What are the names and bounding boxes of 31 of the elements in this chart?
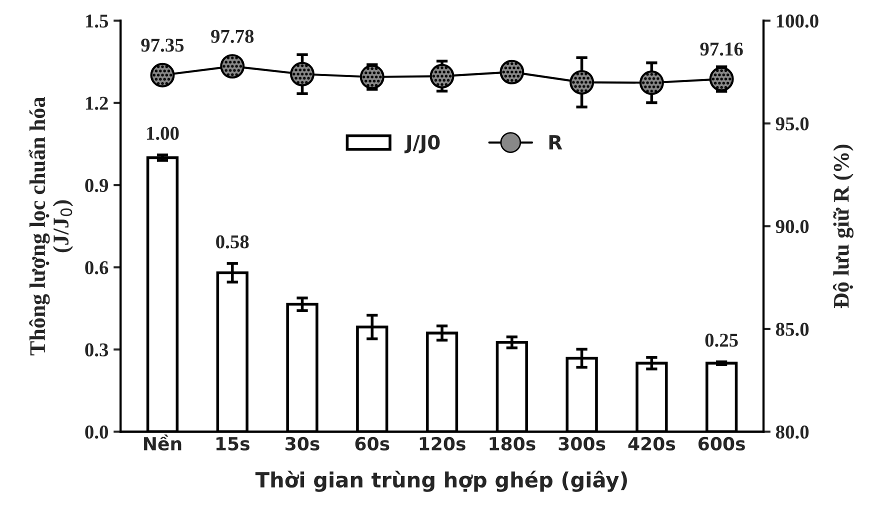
- legend-label: R: [549, 135, 562, 150]
- y-tick-label: 0.6: [85, 261, 108, 274]
- y2-tick-label: 95.0: [776, 117, 809, 130]
- y2-axis-title: Độ lưu giữ R (%): [832, 144, 854, 308]
- data-label: 97.78: [211, 30, 254, 43]
- x-axis-title: Thời gian trùng hợp ghép (giây): [255, 470, 627, 492]
- data-label: 0.58: [216, 235, 249, 248]
- y-axis-title: Thông lượng lọc chuẩn hóa (J/J$_{0}$): [28, 96, 74, 356]
- x-tick-label: 30s: [286, 436, 320, 451]
- y-tick-label: 0.3: [85, 343, 108, 357]
- y2-tick-label: 85.0: [776, 322, 809, 336]
- x-tick-label: 420s: [628, 436, 676, 451]
- y2-tick-label: 90.0: [776, 220, 809, 234]
- x-tick-label: 15s: [216, 437, 250, 451]
- x-tick-label: 300s: [558, 436, 606, 451]
- data-label: 97.16: [700, 42, 743, 56]
- legend-label: J/J0: [404, 134, 440, 154]
- data-label: 0.25: [705, 334, 738, 347]
- y-tick-label: 0.9: [85, 178, 108, 192]
- x-tick-label: 120s: [420, 436, 466, 451]
- x-tick-label: Nền: [144, 434, 182, 451]
- x-tick-label: 60s: [355, 436, 390, 451]
- x-tick-label: 180s: [490, 436, 536, 451]
- data-label: 1.00: [147, 126, 179, 140]
- y2-tick-label: 100.0: [776, 14, 818, 28]
- y2-tick-label: 80.0: [776, 426, 809, 439]
- y-tick-label: 1.2: [86, 96, 108, 110]
- y-tick-label: 0.0: [85, 426, 108, 439]
- x-tick-label: 600s: [698, 436, 745, 451]
- data-label: 97.35: [141, 38, 184, 52]
- y-tick-label: 1.5: [86, 14, 108, 28]
